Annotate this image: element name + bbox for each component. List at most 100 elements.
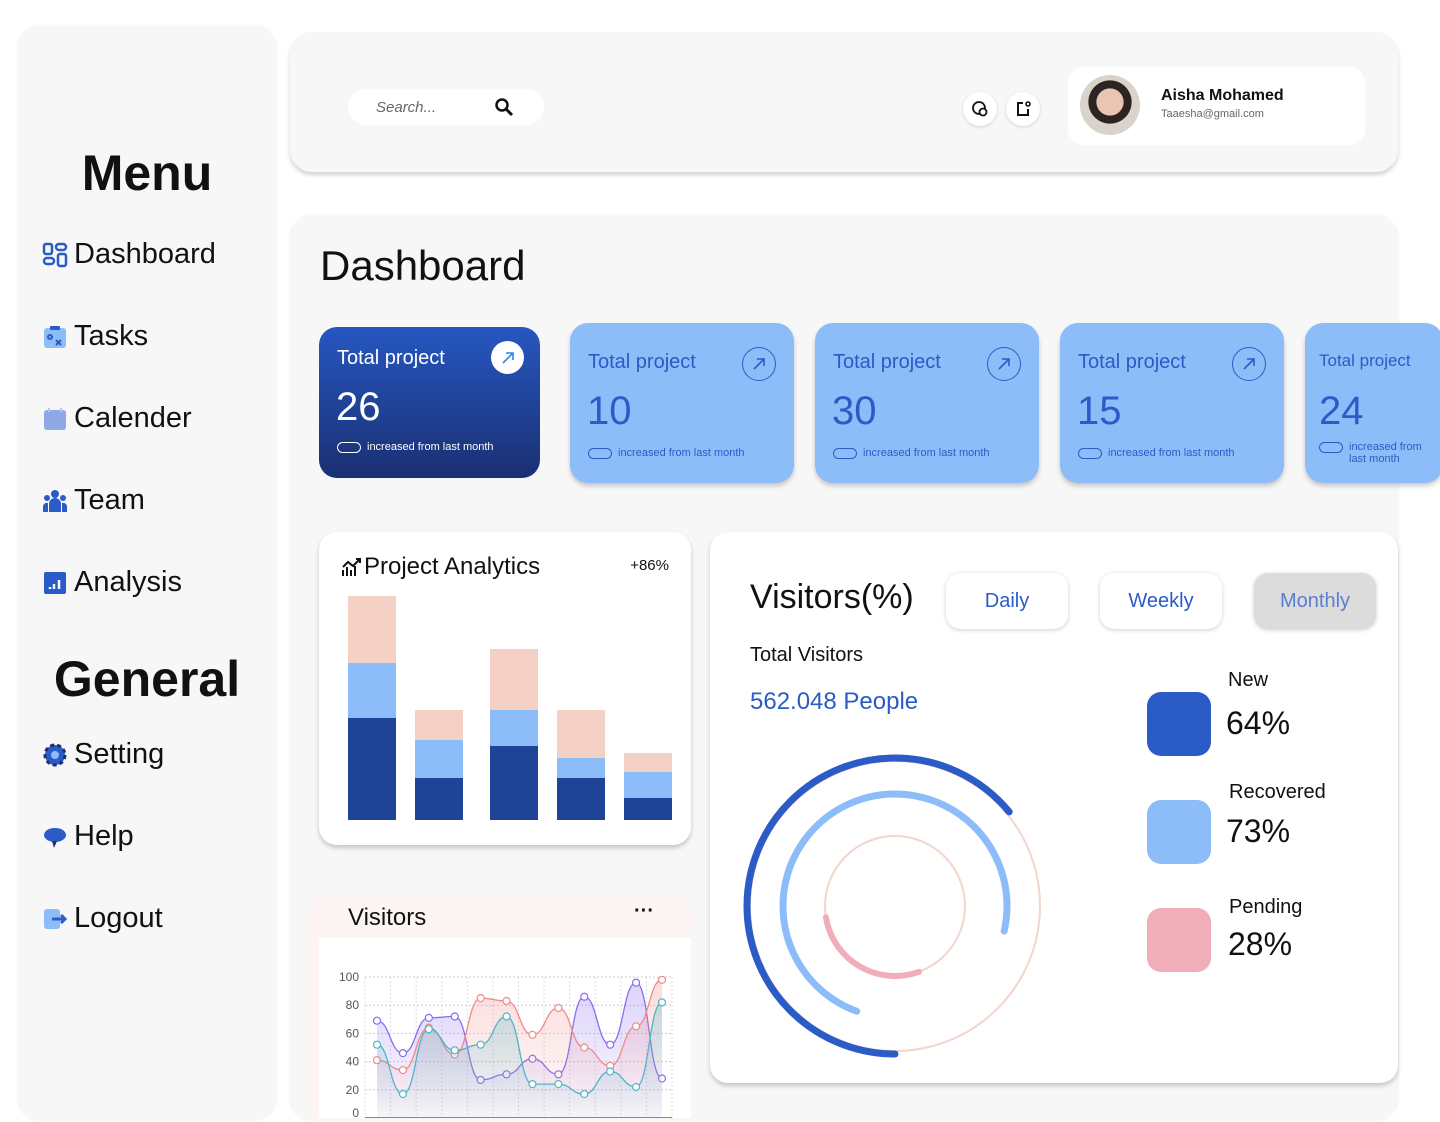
- card-title: Total project: [588, 351, 696, 373]
- total-visitors-label: Total Visitors: [750, 644, 864, 666]
- user-name: Aisha Mohamed: [1161, 87, 1284, 104]
- analytics-change: +86%: [630, 557, 669, 574]
- analytics-icon: [342, 558, 361, 576]
- visitors-percent-title: Visitors(%): [750, 578, 914, 616]
- arrow-up-right-icon[interactable]: [1232, 347, 1266, 381]
- data-point: [528, 1030, 537, 1039]
- visitors-percent-card: Visitors(%) Daily Weekly Monthly Total V…: [710, 532, 1398, 1083]
- bar-segment: [557, 710, 605, 758]
- y-tick-label: 60: [346, 1026, 360, 1040]
- trend-icon: [337, 441, 361, 453]
- radial-arc-recovered: [779, 790, 1011, 1022]
- visitors-card: Visitors ··· 0 20 40 60 80 100: [308, 896, 691, 1118]
- legend-recovered-value: 73%: [1226, 813, 1291, 849]
- arrow-up-right-icon[interactable]: [491, 341, 524, 374]
- total-project-card[interactable]: Total project 30 increased from last mon…: [815, 323, 1039, 483]
- notification-button[interactable]: [1006, 92, 1040, 126]
- bar-segment: [415, 778, 463, 820]
- data-point: [424, 1025, 433, 1034]
- data-point: [580, 992, 589, 1001]
- sidebar-item-analysis[interactable]: Analysis: [42, 566, 182, 599]
- sidebar-item-setting[interactable]: Setting: [42, 738, 164, 771]
- top-bar: Search... Aisha Mohamed Taaesha@gmail.co…: [290, 32, 1398, 172]
- legend-recovered-swatch: [1147, 800, 1211, 864]
- sidebar-item-label: Tasks: [74, 320, 149, 352]
- data-point: [631, 978, 641, 987]
- data-point: [580, 1043, 589, 1052]
- sidebar-item-dashboard[interactable]: Dashboard: [42, 238, 216, 271]
- sidebar-item-label: Team: [74, 484, 145, 516]
- card-title: Total project: [1319, 351, 1411, 370]
- sidebar: Menu Dashboard Tasks Calender Team Analy…: [18, 26, 276, 1120]
- bar-segment: [348, 663, 396, 718]
- track-ring: [749, 760, 1041, 1052]
- y-tick-label: 40: [346, 1055, 360, 1069]
- more-options-icon[interactable]: ···: [634, 900, 654, 922]
- bar-segment: [415, 710, 463, 740]
- total-project-card[interactable]: Total project 24 increased from last mon…: [1305, 323, 1440, 483]
- general-heading: General: [53, 651, 241, 707]
- sidebar-item-help[interactable]: Help: [42, 820, 134, 853]
- card-footer: increased from last month: [1349, 441, 1422, 465]
- data-point: [398, 1089, 408, 1099]
- data-point: [398, 1049, 408, 1058]
- sidebar-item-tasks[interactable]: Tasks: [42, 320, 148, 353]
- data-point: [580, 1089, 589, 1099]
- tab-daily[interactable]: Daily: [946, 573, 1068, 629]
- bar-segment: [490, 710, 538, 746]
- tab-monthly[interactable]: Monthly: [1254, 573, 1376, 629]
- avatar: [1080, 75, 1140, 135]
- data-point: [372, 1040, 382, 1049]
- bar-segment: [624, 798, 672, 820]
- user-email: Taaesha@gmail.com: [1161, 108, 1264, 120]
- card-footer: increased from last month: [618, 447, 745, 459]
- data-point: [631, 1082, 641, 1092]
- user-profile[interactable]: Aisha Mohamed Taaesha@gmail.com: [1068, 67, 1365, 145]
- search-icon[interactable]: [494, 97, 514, 117]
- arrow-up-right-icon[interactable]: [987, 347, 1021, 381]
- data-point: [554, 1080, 563, 1089]
- trend-icon: [833, 447, 857, 459]
- data-point: [554, 1003, 563, 1013]
- sidebar-item-team[interactable]: Team: [42, 484, 145, 517]
- card-title: Total project: [337, 347, 445, 369]
- total-project-card[interactable]: Total project 26 increased from last mon…: [319, 327, 540, 478]
- data-point: [450, 1046, 459, 1055]
- card-value: 10: [587, 389, 632, 433]
- total-project-card[interactable]: Total project 15 increased from last mon…: [1060, 323, 1284, 483]
- y-tick-label: 80: [346, 998, 360, 1012]
- arrow-up-right-icon[interactable]: [742, 347, 776, 381]
- main-panel: Dashboard Total project 26 increased fro…: [290, 216, 1440, 1120]
- sidebar-item-logout[interactable]: Logout: [42, 902, 163, 935]
- data-point: [657, 975, 667, 984]
- dashboard-icon: [42, 242, 68, 267]
- total-project-card[interactable]: Total project 10 increased from last mon…: [570, 323, 794, 483]
- data-point: [372, 1016, 382, 1025]
- y-tick-label: 100: [339, 970, 359, 984]
- radial-arc-new: [743, 754, 1047, 1058]
- analytics-title: Project Analytics: [364, 553, 541, 580]
- tab-weekly[interactable]: Weekly: [1100, 573, 1222, 629]
- tasks-icon: [44, 325, 66, 348]
- search-input[interactable]: Search...: [348, 89, 544, 125]
- data-point: [424, 1013, 433, 1022]
- card-value: 15: [1077, 389, 1122, 433]
- data-point: [606, 1040, 615, 1049]
- data-point: [606, 1067, 615, 1076]
- data-point: [502, 1012, 511, 1021]
- trend-icon: [1078, 447, 1102, 459]
- trend-icon: [588, 447, 612, 459]
- sidebar-item-label: Logout: [74, 902, 163, 934]
- data-point: [476, 994, 485, 1003]
- y-tick-label: 0: [352, 1106, 359, 1118]
- bar-segment: [624, 753, 672, 772]
- data-point: [631, 1022, 641, 1031]
- legend-pending-value: 28%: [1228, 926, 1293, 962]
- sidebar-item-label: Setting: [74, 738, 165, 770]
- card-value: 30: [832, 389, 877, 433]
- chat-button[interactable]: [963, 92, 997, 126]
- sidebar-item-calendar[interactable]: Calender: [42, 402, 192, 435]
- bar-segment: [348, 718, 396, 820]
- series-area: [377, 1002, 662, 1118]
- sidebar-item-label: Calender: [74, 402, 192, 434]
